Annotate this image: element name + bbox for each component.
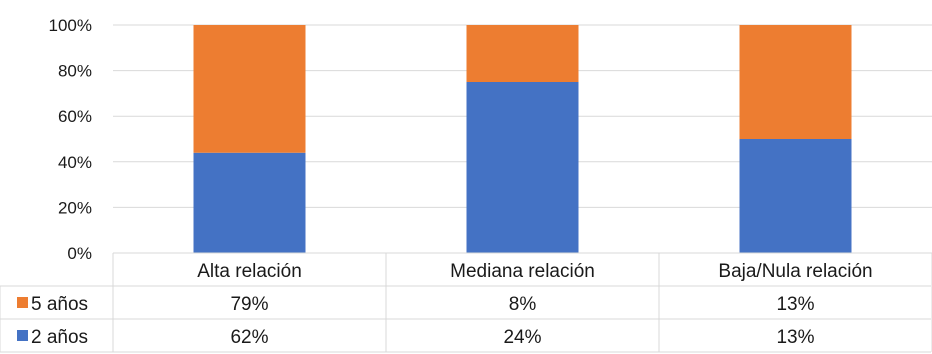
bar-segment	[739, 25, 852, 139]
bar-segment	[739, 139, 852, 253]
y-tick-label: 0%	[67, 244, 92, 263]
table-value: 62%	[230, 327, 268, 348]
legend-label: 5 años	[31, 294, 88, 315]
bars	[193, 25, 852, 253]
y-tick-label: 20%	[58, 198, 92, 217]
legend-swatch	[17, 330, 28, 341]
bar-segment	[466, 82, 579, 253]
table-value: 13%	[776, 327, 814, 348]
y-tick-label: 40%	[58, 153, 92, 172]
table-value: 24%	[503, 327, 541, 348]
category-label: Alta relación	[197, 261, 302, 282]
category-label: Baja/Nula relación	[718, 261, 872, 282]
y-tick-label: 60%	[58, 107, 92, 126]
table-value: 13%	[776, 294, 814, 315]
y-tick-label: 80%	[58, 62, 92, 81]
table-value: 8%	[509, 294, 537, 315]
table-value: 79%	[230, 294, 268, 315]
legend-label: 2 años	[31, 327, 88, 348]
bar-segment	[193, 25, 306, 153]
data-table: Alta relación Mediana relación Baja/Nula r…	[0, 252, 932, 353]
category-label: Mediana relación	[450, 261, 595, 282]
y-axis-tick-labels: 0% 20% 40% 60% 80% 100%	[49, 16, 92, 263]
bar-segment	[466, 25, 579, 82]
bar-segment	[193, 152, 306, 253]
legend-swatch	[17, 297, 28, 308]
y-tick-label: 100%	[49, 16, 92, 35]
